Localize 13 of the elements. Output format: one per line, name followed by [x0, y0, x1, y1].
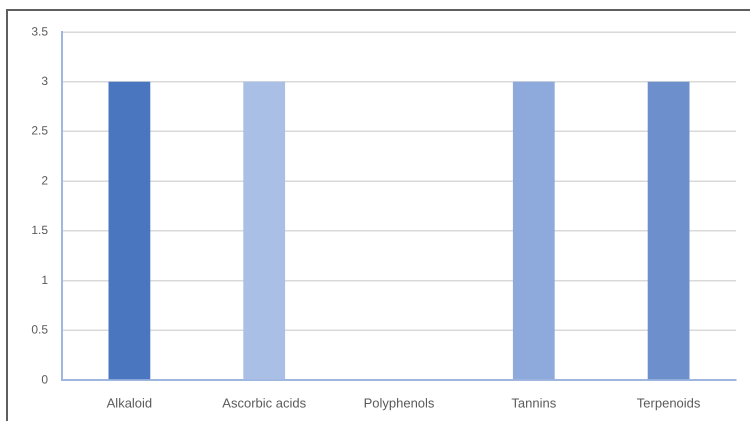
x-tick-label: Ascorbic acids [222, 395, 307, 410]
y-tick-label: 3 [41, 74, 48, 88]
y-tick-label: 0.5 [31, 322, 48, 337]
y-tick-label: 1 [41, 272, 48, 287]
y-tick-label: 2.5 [31, 124, 48, 138]
x-tick-label: Polyphenols [364, 395, 435, 410]
y-tick-label: 3.5 [31, 24, 48, 38]
x-tick-label: Alkaloid [106, 395, 152, 410]
x-tick-label: Tannins [511, 395, 557, 410]
y-tick-label: 0 [41, 372, 48, 386]
x-tick-label: Terpenoids [636, 395, 701, 410]
y-tick-label: 1.5 [31, 223, 48, 238]
y-tick-label: 2 [41, 173, 48, 188]
